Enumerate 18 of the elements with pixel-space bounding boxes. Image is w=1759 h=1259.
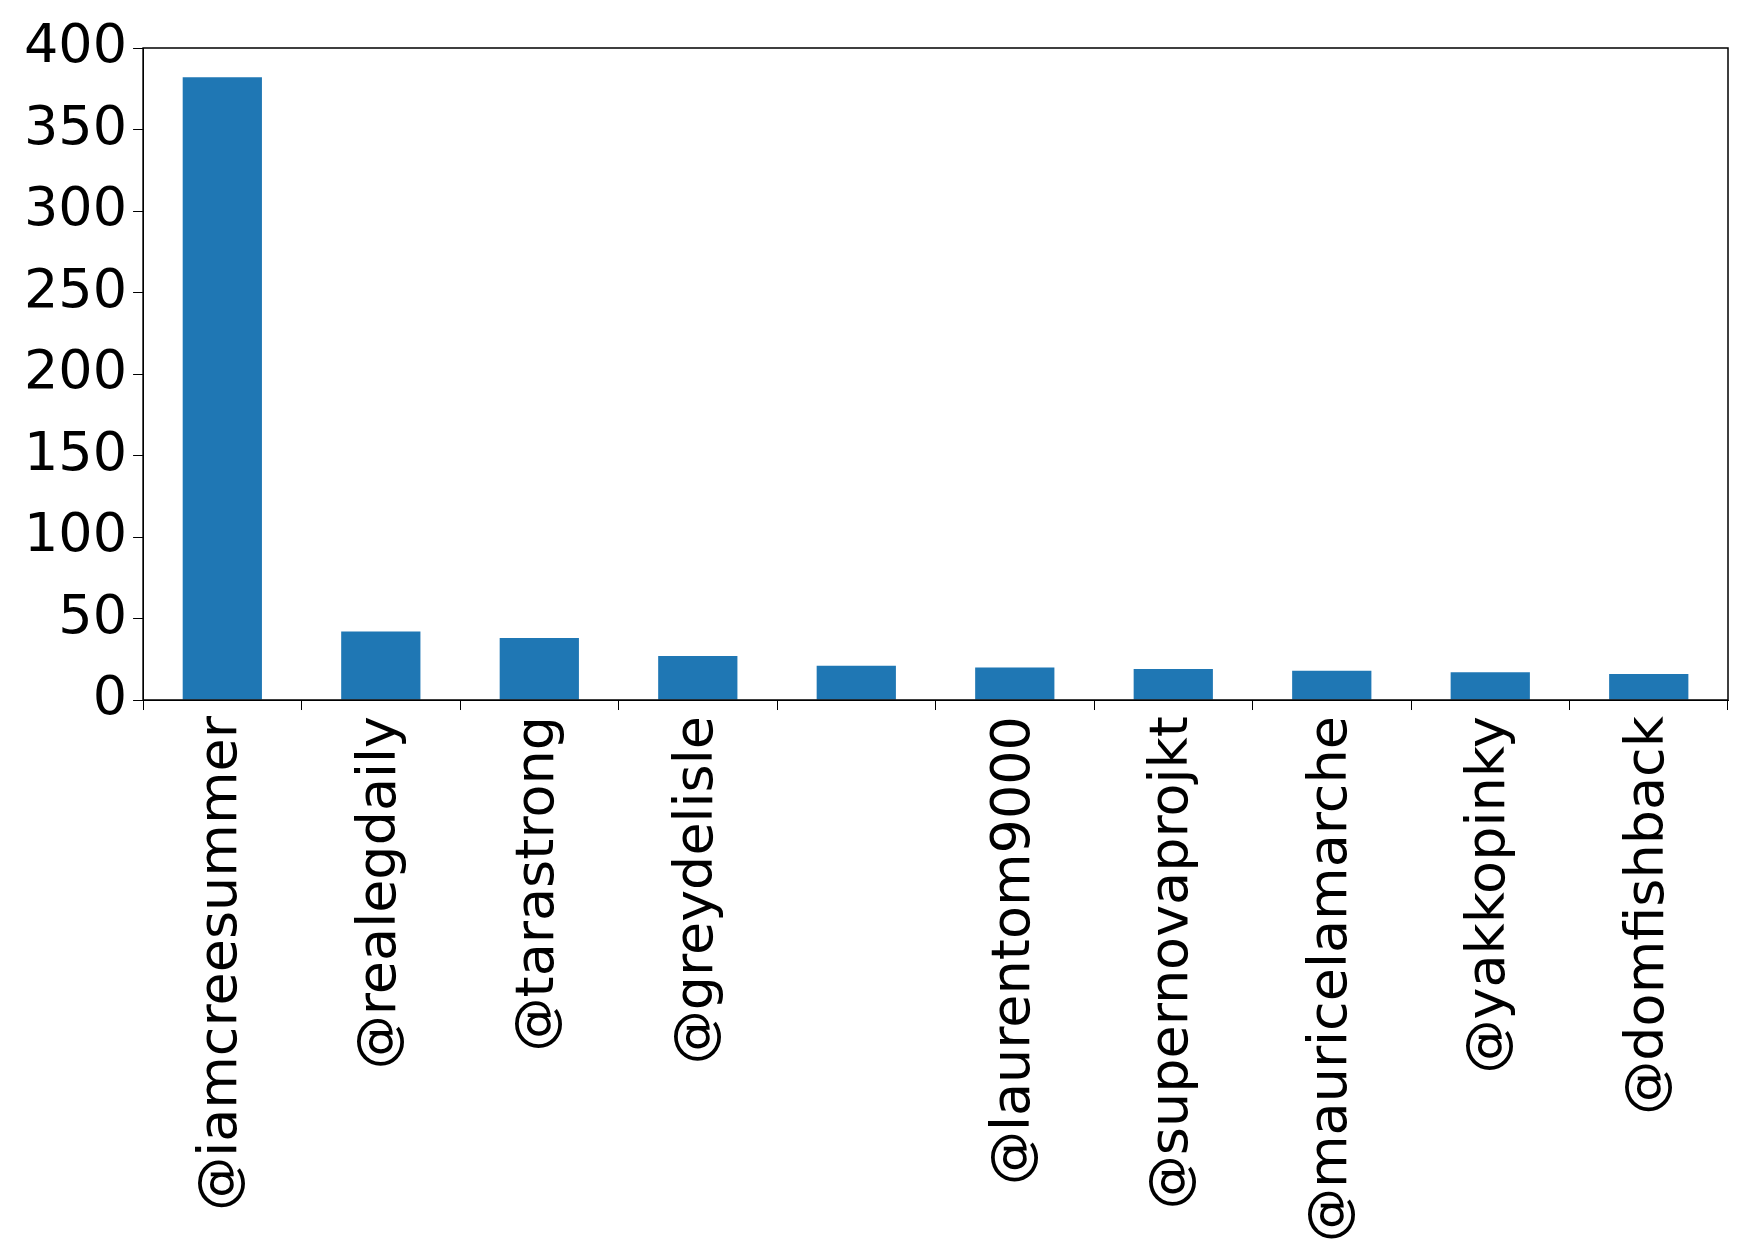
x-tick-label: @mauricelamarche	[1295, 716, 1359, 1243]
y-tick-label: 300	[23, 175, 128, 239]
y-tick-label: 0	[92, 664, 128, 728]
x-tick-label: @tarastrong	[503, 716, 567, 1052]
y-tick-label: 50	[58, 582, 128, 646]
x-tick-label: @greydelisle	[661, 716, 725, 1065]
y-tick-label: 200	[23, 338, 128, 402]
y-tick-label: 250	[23, 256, 128, 320]
x-tick-label: @realegdaily	[344, 716, 408, 1070]
x-tick-label: @yakkopinky	[1454, 716, 1518, 1074]
x-tick-label: @iamcreesummer	[186, 715, 250, 1211]
y-tick-label: 400	[23, 12, 128, 76]
y-tick-label: 350	[23, 93, 128, 157]
x-tick-label: @domfishback	[1612, 715, 1676, 1115]
y-tick-label: 100	[23, 501, 128, 565]
x-tick-label: @laurentom9000	[978, 716, 1042, 1186]
x-tick-label: @supernovaprojkt	[1137, 716, 1201, 1210]
y-tick-label: 150	[23, 419, 128, 483]
